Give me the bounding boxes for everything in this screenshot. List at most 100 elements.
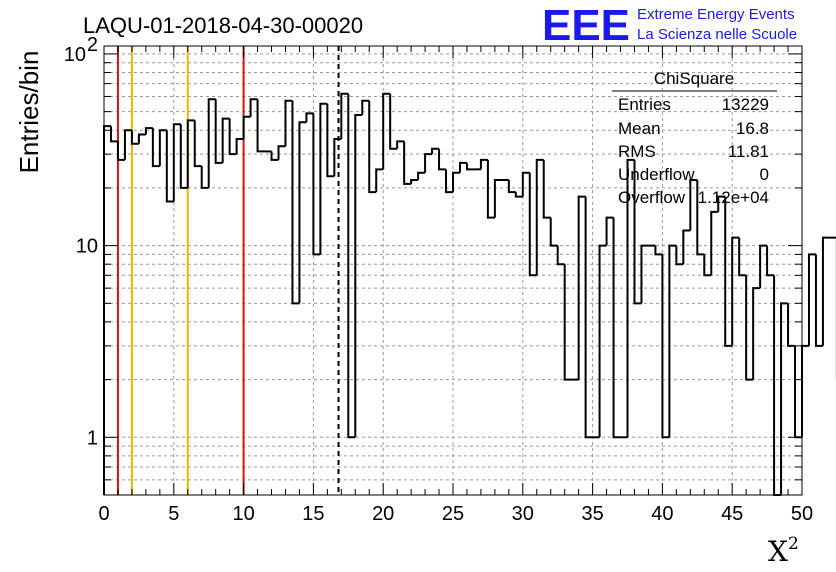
stats-value-rms: 11.81 [728, 142, 769, 161]
histogram-bin [403, 141, 412, 185]
x-tick-label: 0 [98, 503, 109, 525]
x-tick-label: 15 [302, 503, 324, 525]
histogram-bin [689, 178, 698, 231]
histogram-bin [675, 245, 684, 266]
histogram-bin [319, 102, 328, 255]
histogram-bin [807, 253, 816, 346]
histogram-bin [640, 244, 649, 304]
histogram-bin [745, 275, 754, 381]
histogram-bin [766, 245, 775, 277]
histogram-bin [479, 158, 488, 170]
histogram-bin [445, 169, 453, 194]
x-tick-label: 50 [791, 503, 813, 525]
histogram-bin [710, 210, 719, 276]
histogram-bin [116, 141, 125, 161]
eee-logo-mark: EEE [542, 1, 630, 50]
x-axis-label: X2 [768, 534, 799, 568]
stats-label-underflow: Underflow [618, 165, 695, 184]
histogram-bin [298, 121, 307, 304]
histogram-bin [137, 133, 146, 144]
x-tick-label: 20 [372, 503, 394, 525]
x-tick-label: 40 [651, 503, 673, 525]
histogram-bin [514, 192, 523, 198]
histogram-bin [151, 128, 160, 168]
histogram-bin [458, 161, 467, 173]
histogram-bin [214, 99, 223, 164]
logo-line-1: Extreme Energy Events [637, 6, 795, 23]
histogram-bin [521, 171, 530, 197]
histogram-bin [158, 129, 167, 167]
histogram-bin [787, 303, 796, 347]
histogram-bin [284, 99, 293, 147]
histogram-bin [326, 103, 335, 178]
x-tick-label: 10 [232, 503, 254, 525]
histogram-bin [682, 229, 691, 265]
histogram-bin [270, 151, 279, 161]
histogram-bin [186, 119, 195, 188]
x-tick-label: 5 [168, 503, 179, 525]
histogram-bin [410, 178, 419, 184]
histogram-bin [256, 99, 265, 153]
histogram-bin [312, 113, 321, 256]
stats-value-overflow: 1.12e+04 [698, 188, 769, 207]
histogram-bin [577, 195, 586, 380]
stats-value-entries: 13229 [722, 95, 769, 114]
histogram-bin [207, 98, 216, 188]
histogram-bin [144, 127, 153, 135]
eee-logo: EEE Extreme Energy Events La Scienza nel… [542, 1, 797, 50]
histogram-bin [528, 172, 537, 277]
histogram-bin [731, 236, 740, 346]
histogram-bin [584, 196, 593, 439]
histogram-bin [563, 264, 572, 381]
histogram-bin [654, 245, 663, 256]
histogram-bin [633, 159, 642, 305]
grid [104, 46, 802, 495]
histogram-bin [507, 179, 516, 194]
histogram-bin [333, 137, 342, 177]
histogram-bin [493, 178, 502, 218]
histogram-bin [235, 137, 244, 155]
stats-value-underflow: 0 [760, 165, 769, 184]
histogram-bin [696, 179, 705, 256]
histogram-bin [556, 245, 565, 266]
histogram-bin [389, 93, 398, 150]
x-axis-label-superscript: 2 [788, 534, 799, 554]
histogram-bin [242, 115, 251, 139]
histogram-bin [193, 120, 202, 168]
histogram-bin [347, 93, 356, 439]
x-tick-label: 35 [581, 503, 603, 525]
histogram-bin [249, 98, 258, 117]
histogram-bin [354, 114, 363, 438]
histogram-bin [724, 196, 733, 347]
histogram-bin [228, 118, 237, 156]
histogram-bin [605, 216, 614, 246]
histogram-bin [821, 236, 830, 346]
histogram-bin [172, 123, 181, 202]
chart-title: LAQU-01-2018-04-30-00020 [83, 13, 363, 38]
histogram-bin [549, 217, 558, 247]
logo-line-2: La Scienza nelle Scuole [637, 26, 797, 43]
y-tick-label: 10 [64, 44, 86, 66]
x-tick-label: 45 [721, 503, 743, 525]
histogram-bin [179, 124, 188, 189]
histogram-bin [130, 130, 139, 145]
stats-label-overflow: Overflow [618, 188, 686, 207]
histogram-bin [801, 344, 809, 438]
histogram-bin [438, 148, 447, 171]
histogram-bin [717, 195, 726, 212]
histogram-bin [396, 140, 405, 149]
histogram-bin [368, 100, 377, 194]
histogram-bin [103, 125, 111, 495]
histogram-bin [277, 145, 286, 160]
x-tick-label: 30 [512, 503, 534, 525]
histogram-bin [780, 302, 789, 495]
histogram-bin [452, 171, 460, 193]
stats-value-mean: 16.8 [736, 119, 769, 138]
histogram-bin [291, 100, 300, 305]
histogram-bin [661, 254, 670, 439]
y-tick-label: 1 [87, 427, 98, 449]
histogram-bin [703, 254, 712, 277]
histogram-bin [668, 244, 677, 438]
histogram-bin [612, 217, 621, 439]
